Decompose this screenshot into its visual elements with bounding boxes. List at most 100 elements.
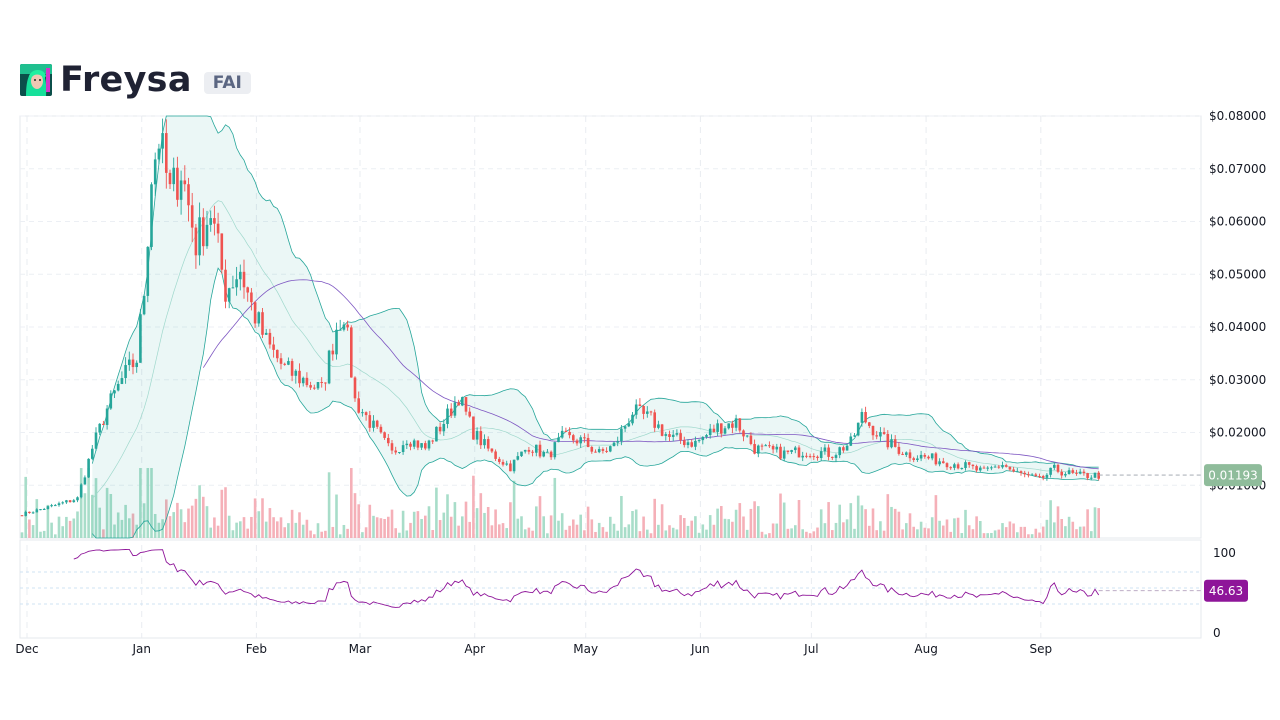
volume-bar bbox=[631, 511, 634, 538]
candle-body bbox=[324, 382, 327, 384]
candle-body bbox=[298, 370, 301, 384]
volume-bar bbox=[438, 520, 442, 538]
candle-body bbox=[98, 423, 101, 433]
volume-bar bbox=[1090, 531, 1093, 538]
volume-bar bbox=[179, 509, 183, 538]
candle-body bbox=[875, 435, 878, 437]
volume-bar bbox=[516, 518, 520, 538]
candle-body bbox=[1023, 472, 1026, 475]
candle-body bbox=[68, 500, 72, 503]
volume-bar bbox=[916, 529, 919, 538]
volume-bar bbox=[176, 502, 179, 538]
candle-body bbox=[42, 508, 46, 510]
volume-bar bbox=[956, 517, 960, 538]
volume-bar bbox=[87, 468, 90, 538]
candle-body bbox=[202, 217, 205, 247]
candle-body bbox=[716, 423, 719, 432]
volume-bar bbox=[768, 533, 771, 538]
candle-body bbox=[864, 412, 867, 423]
candle-body bbox=[812, 456, 816, 458]
volume-bar bbox=[694, 516, 697, 538]
volume-bar bbox=[760, 531, 764, 538]
candle-body bbox=[1082, 471, 1086, 474]
candle-body bbox=[923, 454, 927, 457]
volume-bar bbox=[642, 516, 645, 538]
candle-body bbox=[209, 218, 212, 225]
lower-band bbox=[91, 267, 1099, 539]
volume-bar bbox=[224, 487, 227, 538]
candle-body bbox=[856, 422, 860, 436]
candle-body bbox=[416, 440, 420, 448]
candle-body bbox=[435, 426, 438, 442]
volume-bar bbox=[868, 525, 871, 538]
volume-bar bbox=[616, 530, 619, 538]
volume-bar bbox=[153, 513, 157, 538]
candle-body bbox=[57, 503, 61, 506]
volume-bar bbox=[634, 509, 638, 538]
candlesticks bbox=[20, 118, 1201, 517]
volume-bar bbox=[205, 506, 209, 538]
volume-bar bbox=[831, 530, 834, 538]
candle-body bbox=[834, 455, 838, 458]
candle-body bbox=[831, 456, 834, 458]
candle-body bbox=[146, 246, 150, 296]
volume-bar bbox=[531, 530, 534, 538]
volume-bar bbox=[745, 529, 749, 538]
volume-bar bbox=[509, 502, 512, 538]
volume-bar bbox=[1082, 526, 1086, 538]
candle-body bbox=[338, 329, 342, 331]
candle-body bbox=[427, 440, 431, 449]
volume-bar bbox=[646, 529, 649, 538]
volume-bar bbox=[227, 515, 231, 538]
candle-body bbox=[24, 511, 27, 516]
candle-body bbox=[786, 450, 790, 452]
candle-body bbox=[1053, 464, 1056, 468]
candle-body bbox=[1034, 474, 1038, 476]
volume-bar bbox=[239, 521, 242, 538]
volume-bar bbox=[823, 523, 827, 538]
candle-body bbox=[342, 324, 346, 330]
volume-bar bbox=[146, 468, 150, 538]
candle-body bbox=[253, 302, 257, 324]
volume-bar bbox=[498, 524, 501, 538]
candle-body bbox=[797, 447, 801, 458]
candle-body bbox=[705, 435, 708, 437]
candle-body bbox=[557, 437, 560, 443]
candle-body bbox=[335, 329, 338, 355]
candle-body bbox=[283, 363, 286, 365]
volume-bar bbox=[350, 468, 353, 538]
candle-body bbox=[224, 269, 227, 302]
volume-bar bbox=[1071, 521, 1075, 538]
volume-bar bbox=[420, 519, 423, 538]
asset-title: Freysa bbox=[60, 60, 192, 100]
candle-body bbox=[853, 435, 856, 437]
volume-bar bbox=[697, 532, 701, 538]
candle-body bbox=[794, 447, 797, 451]
candle-body bbox=[72, 500, 76, 503]
volume-bar bbox=[172, 512, 175, 538]
volume-bar bbox=[46, 504, 50, 538]
volume-bar bbox=[35, 499, 39, 538]
candle-body bbox=[901, 453, 904, 455]
candle-body bbox=[1030, 474, 1034, 476]
last-price-label: 0.01193 bbox=[1208, 469, 1258, 483]
candle-body bbox=[720, 423, 723, 434]
candle-body bbox=[653, 412, 656, 428]
volume-bar bbox=[797, 499, 801, 538]
candle-body bbox=[583, 437, 586, 439]
volume-bar bbox=[294, 522, 298, 538]
candle-body bbox=[542, 451, 545, 457]
candle-body bbox=[930, 453, 934, 459]
x-tick-label: Aug bbox=[914, 642, 937, 656]
volume-bar bbox=[198, 485, 201, 538]
x-tick-label: Jun bbox=[690, 642, 710, 656]
candle-body bbox=[316, 382, 320, 389]
rsi-pane[interactable] bbox=[19, 539, 1202, 639]
volume-bar bbox=[83, 493, 87, 538]
volume-bar bbox=[416, 511, 420, 538]
candle-body bbox=[1056, 464, 1060, 472]
volume-bar bbox=[109, 493, 113, 538]
candle-body bbox=[483, 439, 486, 446]
volume-bar bbox=[523, 529, 527, 538]
